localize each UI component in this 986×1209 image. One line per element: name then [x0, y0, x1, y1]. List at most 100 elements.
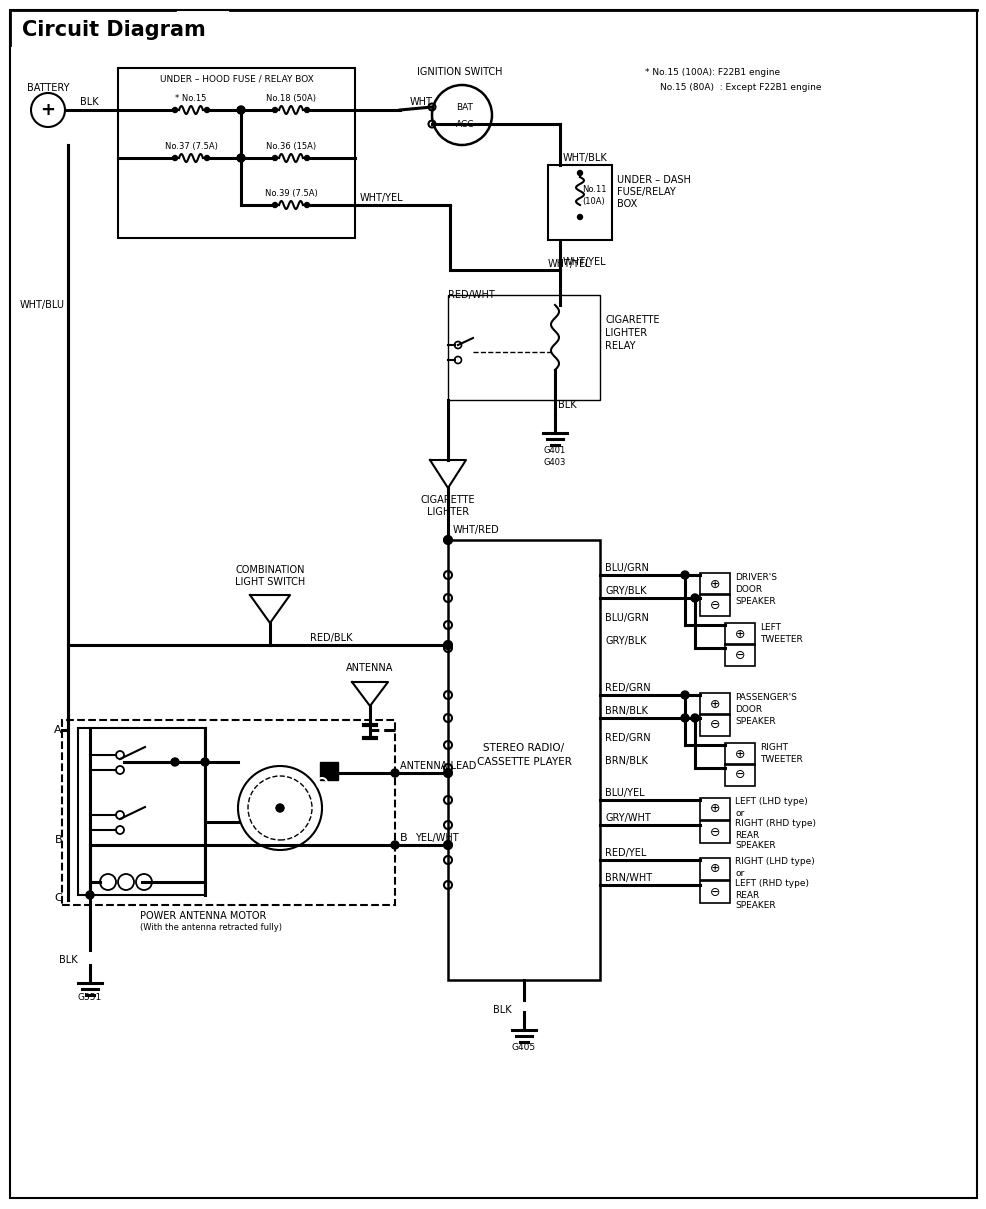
Text: No.39 (7.5A): No.39 (7.5A) [264, 189, 317, 197]
Text: ANTENNA LEAD: ANTENNA LEAD [399, 760, 476, 771]
Text: G403: G403 [542, 457, 565, 467]
Bar [448, 540, 599, 980]
Circle shape [680, 692, 688, 699]
Circle shape [390, 841, 398, 849]
Text: UNDER – HOOD FUSE / RELAY BOX: UNDER – HOOD FUSE / RELAY BOX [160, 75, 314, 83]
Text: UNDER – DASH: UNDER – DASH [616, 175, 690, 185]
Circle shape [204, 108, 209, 112]
Text: RED/GRN: RED/GRN [604, 683, 650, 693]
Text: BRN/BLK: BRN/BLK [604, 756, 647, 767]
Text: A: A [54, 725, 62, 735]
Text: RED/YEL: RED/YEL [604, 848, 646, 858]
Bar [78, 728, 205, 895]
Text: B: B [399, 833, 407, 843]
Text: LEFT: LEFT [759, 623, 780, 631]
Text: BLK: BLK [80, 97, 99, 108]
Text: SPEAKER: SPEAKER [735, 841, 775, 850]
Bar [699, 798, 730, 820]
Text: ⊕: ⊕ [709, 803, 720, 816]
Text: RIGHT (RHD type): RIGHT (RHD type) [735, 820, 815, 828]
Text: IGNITION SWITCH: IGNITION SWITCH [417, 66, 502, 77]
Text: Circuit Diagram: Circuit Diagram [22, 21, 205, 40]
Text: G401: G401 [542, 445, 565, 455]
Bar [699, 821, 730, 843]
Text: FUSE/RELAY: FUSE/RELAY [616, 187, 675, 197]
Text: BLU/YEL: BLU/YEL [604, 788, 644, 798]
Text: LIGHTER: LIGHTER [604, 328, 647, 339]
Circle shape [444, 841, 452, 849]
Text: YEL/WHT: YEL/WHT [414, 833, 458, 843]
Text: BLK: BLK [557, 400, 576, 410]
Bar [725, 644, 754, 666]
Circle shape [444, 641, 452, 649]
Text: ⊕: ⊕ [709, 578, 720, 590]
Text: WHT/RED: WHT/RED [453, 525, 499, 536]
Circle shape [577, 214, 582, 220]
Circle shape [173, 156, 177, 161]
Text: LIGHTER: LIGHTER [427, 507, 468, 517]
Circle shape [444, 536, 452, 544]
Text: B: B [54, 835, 62, 845]
Text: TWEETER: TWEETER [759, 635, 802, 643]
Text: RED/BLK: RED/BLK [310, 634, 352, 643]
Text: WHT/BLU: WHT/BLU [20, 300, 65, 310]
Text: * No.15: * No.15 [176, 93, 206, 103]
Bar [725, 744, 754, 765]
Circle shape [173, 108, 177, 112]
Circle shape [577, 170, 582, 175]
Circle shape [204, 156, 209, 161]
Text: LIGHT SWITCH: LIGHT SWITCH [235, 577, 305, 588]
Text: TWEETER: TWEETER [759, 754, 802, 764]
Text: CIGARETTE: CIGARETTE [604, 316, 659, 325]
Text: SPEAKER: SPEAKER [735, 717, 775, 725]
Text: BATTERY: BATTERY [27, 83, 69, 93]
Text: DOOR: DOOR [735, 584, 761, 594]
Bar [699, 858, 730, 880]
Text: BRN/WHT: BRN/WHT [604, 873, 652, 883]
Text: No.11: No.11 [582, 185, 605, 193]
Text: ⊖: ⊖ [709, 885, 720, 898]
Text: (10A): (10A) [582, 197, 604, 206]
Text: SPEAKER: SPEAKER [735, 902, 775, 910]
Bar [725, 623, 754, 644]
Text: LEFT (LHD type): LEFT (LHD type) [735, 798, 807, 806]
Text: RED/GRN: RED/GRN [604, 733, 650, 744]
Text: ⊖: ⊖ [734, 769, 744, 781]
Text: LEFT (RHD type): LEFT (RHD type) [735, 879, 809, 889]
Text: G405: G405 [512, 1043, 535, 1053]
Text: GRY/BLK: GRY/BLK [604, 636, 646, 646]
Text: COMBINATION: COMBINATION [235, 565, 305, 575]
Circle shape [680, 715, 688, 722]
Circle shape [690, 594, 698, 602]
Text: DOOR: DOOR [735, 705, 761, 713]
Text: CASSETTE PLAYER: CASSETTE PLAYER [476, 757, 571, 767]
Circle shape [272, 156, 277, 161]
Text: GRY/BLK: GRY/BLK [604, 586, 646, 596]
Text: BLU/GRN: BLU/GRN [604, 563, 648, 573]
Text: BLK: BLK [492, 1005, 511, 1016]
Text: RED/WHT: RED/WHT [448, 290, 494, 300]
Text: STEREO RADIO/: STEREO RADIO/ [483, 744, 564, 753]
Text: No.15 (80A)  : Except F22B1 engine: No.15 (80A) : Except F22B1 engine [660, 82, 820, 92]
Circle shape [305, 202, 310, 208]
Text: RELAY: RELAY [604, 341, 635, 351]
Text: RIGHT (LHD type): RIGHT (LHD type) [735, 857, 813, 867]
Bar [699, 881, 730, 903]
Circle shape [390, 769, 398, 777]
Circle shape [305, 156, 310, 161]
Bar [699, 573, 730, 595]
Bar [699, 594, 730, 617]
Text: DRIVER'S: DRIVER'S [735, 573, 776, 582]
Circle shape [237, 106, 245, 114]
Circle shape [237, 154, 245, 162]
Text: ACC: ACC [456, 120, 473, 128]
Text: ⊖: ⊖ [734, 648, 744, 661]
Circle shape [272, 108, 277, 112]
Text: WHT/YEL: WHT/YEL [547, 259, 591, 268]
Circle shape [86, 891, 94, 899]
Text: ⊕: ⊕ [734, 747, 744, 760]
Text: +: + [40, 102, 55, 118]
Text: REAR: REAR [735, 831, 758, 839]
Circle shape [171, 758, 178, 767]
Text: (With the antenna retracted fully): (With the antenna retracted fully) [140, 924, 282, 932]
